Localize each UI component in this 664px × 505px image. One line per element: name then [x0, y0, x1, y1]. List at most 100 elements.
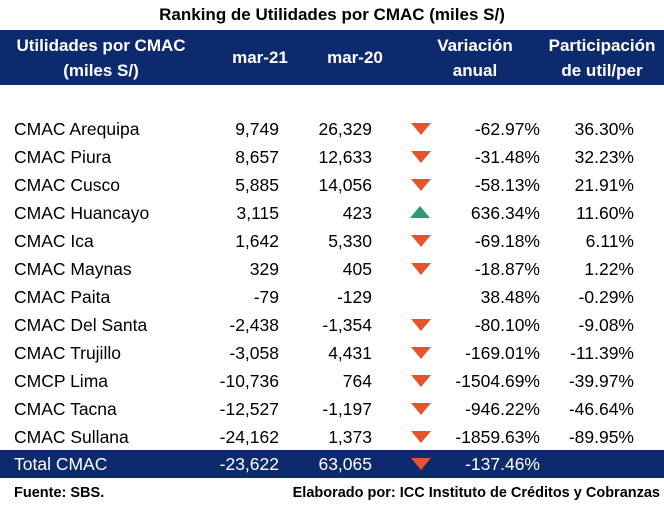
value-variation: -58.13%: [474, 175, 540, 195]
table-row: CMAC Huancayo 3,115 423 636.34% 11.60%: [0, 199, 664, 227]
value-participation: -46.64%: [568, 399, 634, 419]
value-variation: -1859.63%: [455, 427, 540, 447]
value-participation: 6.11%: [585, 231, 634, 251]
table-row: CMAC Cusco 5,885 14,056 -58.13% 21.91%: [0, 171, 664, 199]
value-mar21: -3,058: [229, 343, 279, 363]
company-name: CMAC Cusco: [14, 175, 120, 195]
table-body: CMAC Arequipa 9,749 26,329 -62.97% 36.30% CMA…: [0, 115, 664, 451]
header-company: Utilidades por CMAC (miles S/): [16, 36, 186, 80]
value-participation: -11.39%: [570, 343, 634, 363]
down-arrow-icon: [405, 450, 435, 478]
header-mar21: mar-21: [232, 48, 288, 67]
header-mar20: mar-20: [327, 48, 383, 67]
company-name: CMAC Ica: [14, 231, 94, 251]
table-row: CMAC Piura 8,657 12,633 -31.48% 32.23%: [0, 143, 664, 171]
value-participation: 1.22%: [584, 259, 634, 279]
table-header: Utilidades por CMAC (miles S/) mar-21 ma…: [0, 30, 664, 85]
value-participation: 21.91%: [574, 175, 634, 195]
value-mar21: 8,657: [235, 147, 279, 167]
down-arrow-icon: [405, 255, 435, 283]
table-row: CMAC Sullana -24,162 1,373 -1859.63% -89.95%: [0, 423, 664, 451]
value-mar21: -10,736: [219, 371, 279, 391]
table-row: CMAC Del Santa -2,438 -1,354 -80.10% -9.08%: [0, 311, 664, 339]
company-name: CMAC Paita: [14, 287, 111, 307]
value-variation: -1504.69%: [455, 371, 540, 391]
value-mar21: 329: [249, 259, 279, 279]
value-variation: -62.97%: [474, 119, 540, 139]
total-mar21: -23,622: [219, 454, 279, 474]
value-participation: -9.08%: [578, 315, 634, 335]
header-variation: Variación anual: [437, 36, 513, 80]
value-variation: -80.10%: [474, 315, 540, 335]
company-name: CMAC Maynas: [14, 259, 132, 279]
value-mar20: -1,354: [322, 315, 372, 335]
down-arrow-icon: [405, 171, 435, 199]
value-variation: 38.48%: [480, 287, 540, 307]
value-variation: -69.18%: [474, 231, 540, 251]
company-name: CMAC Piura: [14, 147, 112, 167]
value-participation: 32.23%: [574, 147, 634, 167]
company-name: CMAC Arequipa: [14, 119, 140, 139]
total-variation: -137.46%: [465, 454, 540, 474]
company-name: CMAC Trujillo: [14, 343, 121, 363]
value-variation: -18.87%: [474, 259, 540, 279]
company-name: CMAC Huancayo: [14, 203, 150, 223]
table-row: CMAC Ica 1,642 5,330 -69.18% 6.11%: [0, 227, 664, 255]
value-participation: -39.97%: [568, 371, 634, 391]
table-row: CMCP Lima -10,736 764 -1504.69% -39.97%: [0, 367, 664, 395]
value-mar21: -24,162: [219, 427, 279, 447]
value-mar21: 1,642: [235, 231, 279, 251]
value-mar21: -12,527: [219, 399, 279, 419]
down-arrow-icon: [405, 311, 435, 339]
total-name: Total CMAC: [14, 454, 108, 474]
empty-indicator: [405, 283, 435, 311]
total-mar20: 63,065: [318, 454, 372, 474]
footer: Fuente: SBS. Elaborado por: ICC Institut…: [0, 482, 664, 504]
footer-author: Elaborado por: ICC Instituto de Créditos…: [292, 485, 660, 501]
down-arrow-icon: [405, 339, 435, 367]
value-mar20: 1,373: [328, 427, 372, 447]
total-row: Total CMAC -23,622 63,065 -137.46%: [0, 450, 664, 478]
down-arrow-icon: [405, 115, 435, 143]
value-mar20: 12,633: [318, 147, 372, 167]
value-mar21: 5,885: [235, 175, 279, 195]
value-mar21: 3,115: [236, 203, 280, 223]
value-mar20: -129: [336, 287, 372, 307]
table-title: Ranking de Utilidades por CMAC (miles S/…: [159, 5, 505, 24]
value-mar20: 26,329: [318, 119, 372, 139]
value-variation: -169.01%: [465, 343, 540, 363]
company-name: CMAC Tacna: [14, 399, 117, 419]
table-row: CMAC Arequipa 9,749 26,329 -62.97% 36.30%: [0, 115, 664, 143]
footer-source: Fuente: SBS.: [14, 485, 105, 501]
value-participation: 36.30%: [574, 119, 634, 139]
table-row: CMAC Maynas 329 405 -18.87% 1.22%: [0, 255, 664, 283]
company-name: CMAC Del Santa: [14, 315, 148, 335]
table-row: Total CMAC -23,622 63,065 -137.46%: [0, 450, 664, 478]
value-participation: 11.60%: [575, 203, 634, 223]
up-arrow-icon: [405, 199, 435, 227]
value-mar20: -1,197: [322, 399, 372, 419]
down-arrow-icon: [405, 367, 435, 395]
value-mar20: 764: [342, 371, 372, 391]
value-mar21: -2,438: [229, 315, 279, 335]
down-arrow-icon: [405, 423, 435, 451]
down-arrow-icon: [405, 395, 435, 423]
value-variation: -946.22%: [465, 399, 540, 419]
company-name: CMAC Sullana: [14, 427, 129, 447]
table-row: CMAC Paita -79 -129 38.48% -0.29%: [0, 283, 664, 311]
table-row: CMAC Trujillo -3,058 4,431 -169.01% -11.39%: [0, 339, 664, 367]
value-mar21: 9,749: [235, 119, 279, 139]
value-mar20: 4,431: [328, 343, 372, 363]
value-participation: -89.95%: [568, 427, 634, 447]
table-row: CMAC Tacna -12,527 -1,197 -946.22% -46.64%: [0, 395, 664, 423]
header-participation: Participación de util/per: [548, 36, 656, 80]
value-mar20: 405: [342, 259, 372, 279]
value-variation: 636.34%: [470, 203, 540, 223]
value-participation: -0.29%: [578, 287, 634, 307]
value-variation: -31.48%: [474, 147, 540, 167]
value-mar20: 423: [342, 203, 372, 223]
company-name: CMCP Lima: [14, 371, 109, 391]
down-arrow-icon: [405, 143, 435, 171]
value-mar20: 14,056: [318, 175, 372, 195]
down-arrow-icon: [405, 227, 435, 255]
